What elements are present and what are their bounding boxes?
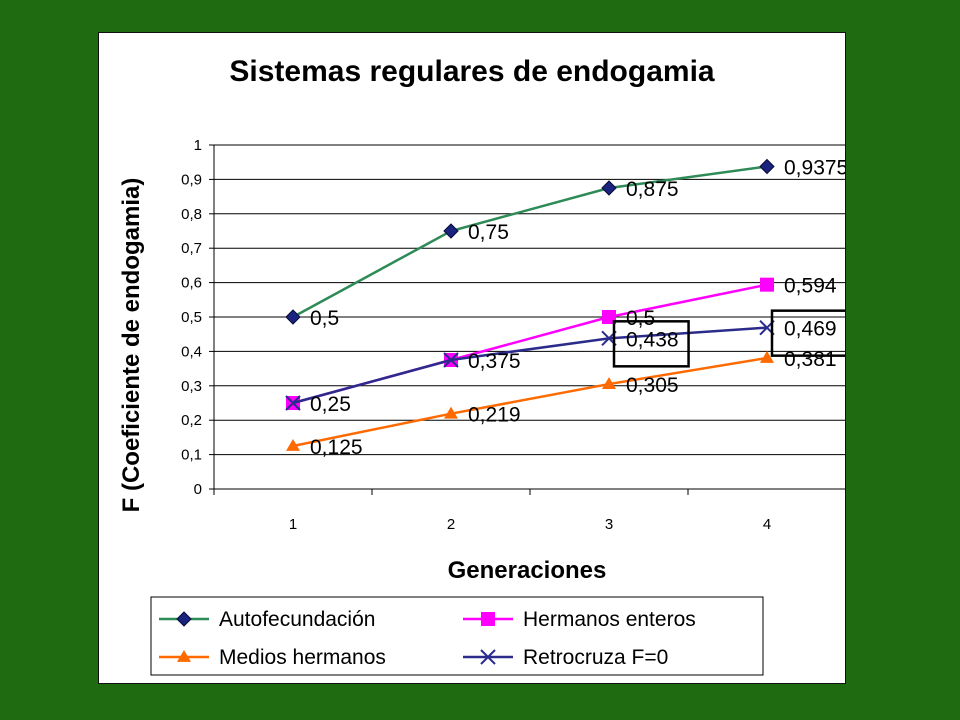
legend-item: Retrocruza F=0 bbox=[463, 646, 668, 669]
data-point bbox=[444, 406, 458, 419]
y-tick-label: 0,7 bbox=[181, 240, 202, 257]
data-label: 0,375 bbox=[468, 350, 521, 373]
data-point-stroke bbox=[443, 352, 459, 368]
legend-label: Hermanos enteros bbox=[523, 608, 696, 631]
x-tick-label: 1 bbox=[289, 516, 297, 533]
series-line bbox=[292, 283, 768, 405]
legend: Autofecundación Hermanos enteros Medios he… bbox=[150, 596, 764, 676]
y-tick-label: 0,4 bbox=[181, 343, 202, 360]
data-label: 0,438 bbox=[626, 328, 679, 351]
legend-marker bbox=[481, 612, 495, 626]
data-point bbox=[285, 395, 301, 411]
y-tick-label: 1 bbox=[194, 137, 202, 154]
y-tick-label: 0 bbox=[194, 481, 202, 498]
highlight-box bbox=[770, 309, 845, 357]
data-label: 0,5 bbox=[626, 307, 655, 330]
data-point bbox=[443, 223, 459, 239]
plot-area: 0 0,1 0,2 0,3 0,4 0,5 0,6 0,7 0,8 0,9 1 1 2 3 4 0,5 0,75… bbox=[181, 137, 845, 533]
data-point bbox=[443, 352, 459, 368]
data-label: 0,9375 bbox=[784, 157, 845, 180]
data-label: 0,305 bbox=[626, 374, 679, 397]
y-axis-title: F (Coeficiente de endogamia) bbox=[118, 178, 145, 513]
data-point bbox=[285, 309, 301, 325]
data-point bbox=[759, 158, 775, 175]
legend-label: Retrocruza F=0 bbox=[523, 646, 668, 669]
chart: Sistemas regulares de endogamia 00,10,20… bbox=[118, 55, 845, 676]
data-label: 0,381 bbox=[784, 348, 837, 371]
chart-panel: Sistemas regulares de endogamia 0 0,1 0,2 0… bbox=[98, 32, 846, 684]
data-label: 0,875 bbox=[626, 178, 679, 201]
data-label: 0,594 bbox=[784, 275, 837, 298]
legend-marker-stroke bbox=[480, 649, 496, 665]
data-point-stroke bbox=[285, 395, 301, 411]
legend-item: Hermanos enteros bbox=[463, 608, 696, 631]
series-line bbox=[292, 165, 768, 319]
data-label: 0,125 bbox=[310, 436, 363, 459]
y-tick-label: 0,3 bbox=[181, 378, 202, 395]
y-tick-label: 0,2 bbox=[181, 412, 202, 429]
data-point bbox=[602, 310, 616, 324]
legend-item: Medios hermanos bbox=[159, 646, 386, 669]
y-tick-label: 0,8 bbox=[181, 206, 202, 223]
data-label: 0,5 bbox=[310, 307, 339, 330]
data-label: 0,219 bbox=[468, 404, 521, 427]
x-tick-label: 3 bbox=[605, 516, 613, 533]
data-point bbox=[286, 439, 300, 451]
x-tick-label: 4 bbox=[763, 516, 771, 533]
legend-label: Medios hermanos bbox=[219, 646, 386, 669]
legend-box bbox=[150, 596, 764, 676]
chart-title: Sistemas regulares de endogamia bbox=[229, 55, 715, 88]
legend-label: Autofecundación bbox=[219, 608, 375, 631]
data-point bbox=[602, 377, 616, 389]
data-point bbox=[601, 180, 617, 196]
data-label: 0,25 bbox=[310, 393, 351, 416]
data-label: 0,75 bbox=[468, 221, 509, 244]
legend-marker bbox=[177, 650, 191, 662]
y-tick-label: 0,5 bbox=[181, 309, 202, 326]
y-tick-label: 0,9 bbox=[181, 171, 202, 188]
legend-marker bbox=[480, 649, 496, 665]
data-point bbox=[760, 277, 774, 292]
y-tick-label: 0,6 bbox=[181, 275, 202, 292]
data-point bbox=[760, 350, 774, 363]
data-label: 0,469 bbox=[784, 318, 837, 341]
y-tick-label: 0,1 bbox=[181, 447, 202, 464]
x-tick-label: 2 bbox=[447, 516, 455, 533]
legend-marker bbox=[176, 611, 192, 627]
x-axis-title: Generaciones bbox=[448, 557, 607, 584]
legend-item: Autofecundación bbox=[159, 608, 375, 631]
highlight-box bbox=[612, 320, 690, 368]
series-line bbox=[292, 356, 768, 448]
